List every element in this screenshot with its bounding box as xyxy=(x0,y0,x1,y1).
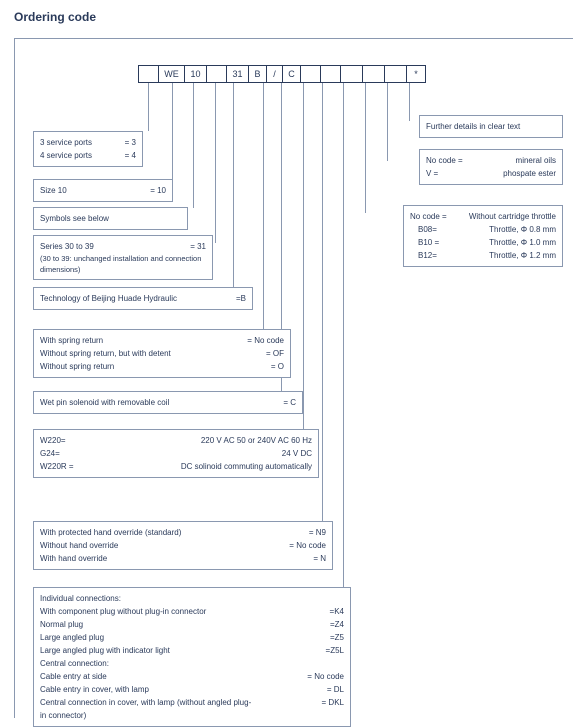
box-ports: 3 service ports= 3 4 service ports= 4 xyxy=(33,131,143,167)
ordering-box-0 xyxy=(138,65,158,83)
box-size: Size 10= 10 xyxy=(33,179,173,202)
ordering-box-6: / xyxy=(266,65,282,83)
ordering-box-7: C xyxy=(282,65,300,83)
box-connections: Individual connections: With component p… xyxy=(33,587,351,727)
ordering-box-8 xyxy=(300,65,320,83)
ordering-box-2: 10 xyxy=(184,65,206,83)
ordering-box-13: * xyxy=(406,65,426,83)
page-title: Ordering code xyxy=(14,10,573,24)
ordering-box-12 xyxy=(384,65,406,83)
box-override: With protected hand override (standard)=… xyxy=(33,521,333,570)
box-tech: Technology of Beijing Huade Hydraulic=B xyxy=(33,287,253,310)
ordering-box-1: WE xyxy=(158,65,184,83)
box-cleartext: Further details in clear text xyxy=(419,115,563,138)
ordering-box-5: B xyxy=(248,65,266,83)
box-fluid: No code =mineral oils V =phospate ester xyxy=(419,149,563,185)
ordering-boxes: WE10 31B/C * xyxy=(138,65,426,83)
ordering-box-4: 31 xyxy=(226,65,248,83)
ordering-box-3 xyxy=(206,65,226,83)
box-throttle: No code =Without cartridge throttle B08=… xyxy=(403,205,563,267)
diagram-area: WE10 31B/C * 3 service ports= 3 4 service … xyxy=(14,38,573,718)
ordering-box-10 xyxy=(340,65,362,83)
box-series: Series 30 to 39= 31 (30 to 39: unchanged… xyxy=(33,235,213,280)
box-wetpin: Wet pin solenoid with removable coil= C xyxy=(33,391,303,414)
ordering-box-11 xyxy=(362,65,384,83)
ordering-box-9 xyxy=(320,65,340,83)
box-symbols: Symbols see below xyxy=(33,207,188,230)
box-voltage: W220=220 V AC 50 or 240V AC 60 Hz G24=24… xyxy=(33,429,319,478)
box-spring: With spring return= No code Without spri… xyxy=(33,329,291,378)
